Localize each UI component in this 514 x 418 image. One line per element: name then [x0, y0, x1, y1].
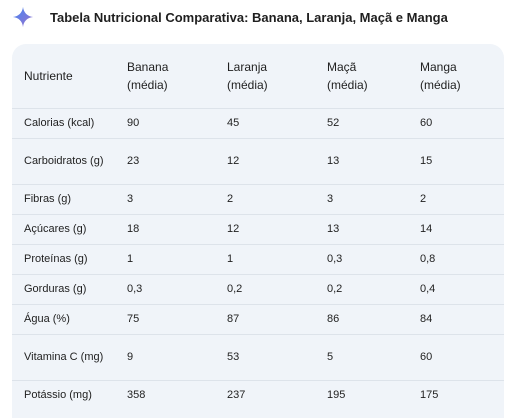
manga-value-cell: 2	[408, 184, 504, 215]
manga-value-cell: 14	[408, 214, 504, 245]
laranja-value-cell: 12	[215, 214, 315, 245]
nutrient-name-cell: Gorduras (g)	[12, 274, 115, 305]
banana-value-cell: 0,3	[115, 274, 215, 305]
nutrient-name-cell: Vitamina C (mg)	[12, 334, 115, 381]
nutrient-name-cell: Calorias (kcal)	[12, 108, 115, 139]
manga-value-cell: 0,4	[408, 274, 504, 305]
maca-value-cell: 5	[315, 334, 408, 381]
maca-value-cell: 86	[315, 304, 408, 335]
manga-value-cell: 60	[408, 334, 504, 381]
page-title: Tabela Nutricional Comparativa: Banana, …	[50, 9, 448, 25]
header-laranja: Laranja (média)	[215, 44, 315, 109]
nutrient-name-cell: Água (%)	[12, 304, 115, 335]
table-row: Fibras (g) 3 2 3 2	[12, 184, 504, 215]
banana-value-cell: 1	[115, 244, 215, 275]
nutrient-name-cell: Carboidratos (g)	[12, 138, 115, 185]
banana-value-cell: 9	[115, 334, 215, 381]
laranja-value-cell: 45	[215, 108, 315, 139]
nutrient-name-cell: Fibras (g)	[12, 184, 115, 215]
table-row: Açúcares (g) 18 12 13 14	[12, 214, 504, 245]
laranja-value-cell: 0,2	[215, 274, 315, 305]
manga-value-cell: 175	[420, 389, 439, 401]
banana-value-cell: 75	[115, 304, 215, 335]
table-row: Carboidratos (g) 23 12 13 15	[12, 138, 504, 185]
table-header-row: Nutriente Banana (média) Laranja (média)…	[12, 44, 504, 109]
banana-value-cell: 18	[115, 214, 215, 245]
laranja-value-cell: 12	[215, 138, 315, 185]
laranja-value-cell: 237	[227, 389, 246, 401]
table-row: Água (%) 75 87 86 84	[12, 304, 504, 335]
laranja-value-cell: 2	[215, 184, 315, 215]
table-row: Vitamina C (mg) 9 53 5 60	[12, 334, 504, 381]
nutrient-name-cell: Açúcares (g)	[12, 214, 115, 245]
gemini-sparkle-icon	[12, 6, 34, 28]
table-row: Potássio (mg) 358 237 195 175	[12, 381, 504, 411]
header-maca: Maçã (média)	[315, 44, 408, 109]
banana-value-cell: 23	[115, 138, 215, 185]
response-header: Tabela Nutricional Comparativa: Banana, …	[12, 6, 448, 28]
laranja-value-cell: 87	[215, 304, 315, 335]
manga-value-cell: 15	[408, 138, 504, 185]
table-row: Calorias (kcal) 90 45 52 60	[12, 108, 504, 139]
table-row: Gorduras (g) 0,3 0,2 0,2 0,4	[12, 274, 504, 305]
maca-value-cell: 3	[315, 184, 408, 215]
maca-value-cell: 52	[315, 108, 408, 139]
maca-value-cell: 13	[315, 138, 408, 185]
manga-value-cell: 0,8	[408, 244, 504, 275]
maca-value-cell: 195	[327, 389, 346, 401]
table-row: Proteínas (g) 1 1 0,3 0,8	[12, 244, 504, 275]
manga-value-cell: 84	[408, 304, 504, 335]
maca-value-cell: 13	[315, 214, 408, 245]
maca-value-cell: 0,3	[315, 244, 408, 275]
nutrient-name-cell: Proteínas (g)	[12, 244, 115, 275]
maca-value-cell: 0,2	[315, 274, 408, 305]
header-manga: Manga (média)	[408, 44, 504, 109]
header-banana: Banana (média)	[115, 44, 215, 109]
manga-value-cell: 60	[408, 108, 504, 139]
laranja-value-cell: 53	[215, 334, 315, 381]
nutrition-table-card: Nutriente Banana (média) Laranja (média)…	[12, 44, 504, 418]
nutrient-name-cell: Potássio (mg)	[24, 389, 92, 401]
laranja-value-cell: 1	[215, 244, 315, 275]
banana-value-cell: 358	[127, 389, 146, 401]
header-nutrient: Nutriente	[12, 44, 115, 109]
nutrition-table: Nutriente Banana (média) Laranja (média)…	[12, 44, 504, 410]
banana-value-cell: 90	[115, 108, 215, 139]
banana-value-cell: 3	[115, 184, 215, 215]
